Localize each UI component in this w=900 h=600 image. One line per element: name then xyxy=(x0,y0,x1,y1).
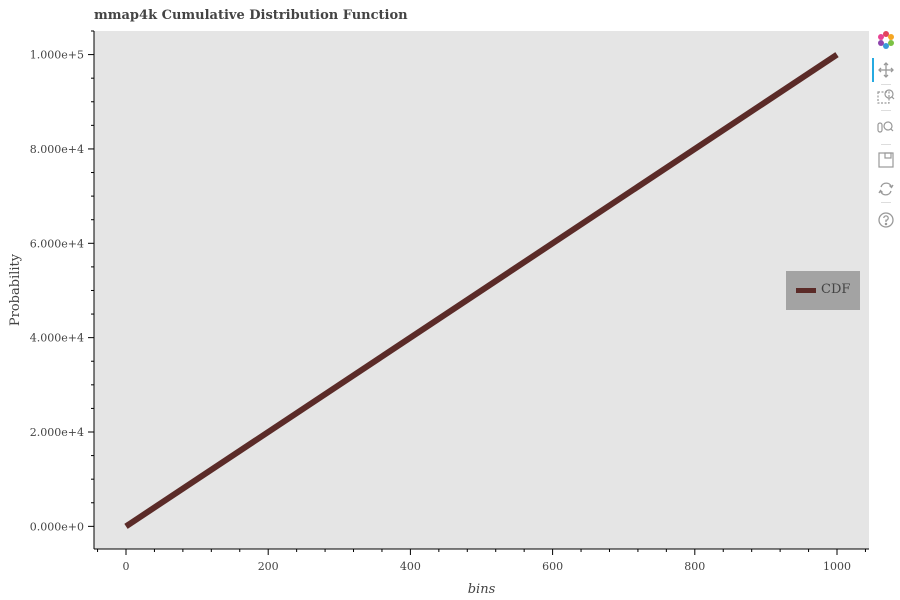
legend-label-cdf: CDF xyxy=(821,282,851,297)
x-tick-label: 0 xyxy=(122,560,129,573)
legend-swatch-cdf xyxy=(796,288,816,293)
y-tick-label: 6.000e+4 xyxy=(30,237,84,250)
toolbar-separator xyxy=(881,84,891,85)
y-tick-label: 0.000e+0 xyxy=(30,520,84,533)
y-tick-label: 1.000e+5 xyxy=(30,49,84,62)
active-tool-indicator xyxy=(872,58,874,82)
toolbar-separator xyxy=(881,202,891,203)
y-tick-label: 8.000e+4 xyxy=(30,143,84,156)
reset-icon[interactable] xyxy=(876,179,896,199)
wheel-zoom-icon[interactable] xyxy=(876,119,896,139)
y-tick-label: 4.000e+4 xyxy=(30,332,84,345)
series-line-cdf xyxy=(124,52,839,529)
chart-title: mmap4k Cumulative Distribution Function xyxy=(94,8,408,23)
y-axis-label: Probability xyxy=(8,253,23,326)
help-icon[interactable] xyxy=(876,210,896,230)
save-icon[interactable] xyxy=(876,150,896,170)
y-tick-label: 2.000e+4 xyxy=(30,426,84,439)
box-zoom-icon[interactable] xyxy=(876,87,896,107)
x-tick-label: 1000 xyxy=(823,560,851,573)
toolbar-separator xyxy=(881,110,891,111)
x-tick-label: 200 xyxy=(258,560,279,573)
x-tick-label: 400 xyxy=(400,560,421,573)
pan-icon[interactable] xyxy=(876,60,896,80)
x-axis-label: bins xyxy=(468,582,496,597)
toolbar-separator xyxy=(881,144,891,145)
bokeh-logo-icon[interactable] xyxy=(876,30,896,50)
legend[interactable]: CDF xyxy=(786,271,860,310)
axes: 0.000e+0 2.000e+4 4.000e+4 6.000e+4 8.000e+4… xyxy=(30,30,869,573)
x-tick-label: 800 xyxy=(684,560,705,573)
series-layer xyxy=(124,52,839,529)
toolbar xyxy=(872,30,900,240)
x-tick-label: 600 xyxy=(542,560,563,573)
